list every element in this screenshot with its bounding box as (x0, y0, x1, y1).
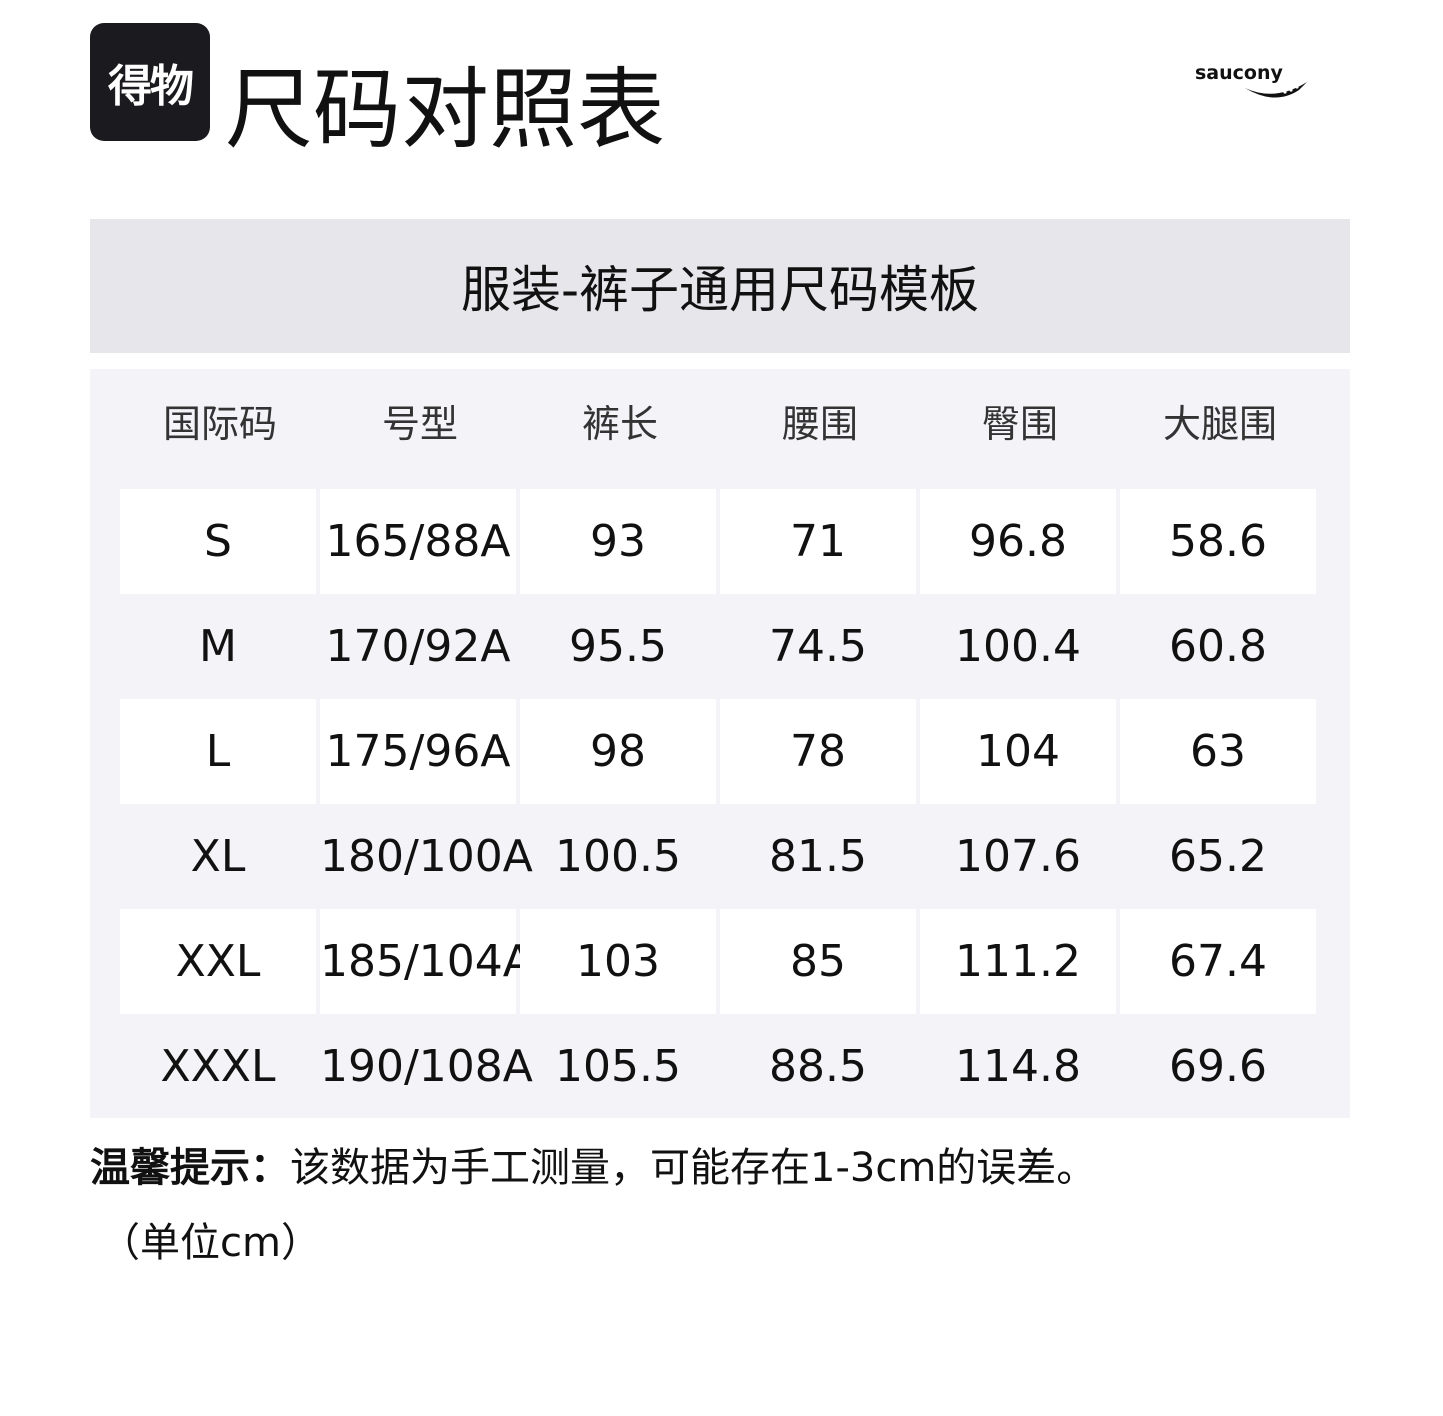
table-cell: 58.6 (1120, 489, 1316, 594)
table-cell: 104 (920, 699, 1116, 804)
table-cell: XL (190, 831, 246, 882)
table-cell: 98 (520, 699, 716, 804)
table-cell: 170/92A (325, 621, 511, 672)
brand-name: saucony (1195, 62, 1283, 84)
table-row: XXXL 190/108A 105.5 88.5 114.8 69.6 (120, 1014, 1320, 1119)
table-cell: 93 (520, 489, 716, 594)
table-cell: 65.2 (1169, 831, 1267, 882)
size-table: 国际码 号型 裤长 腰围 臀围 大腿围 S 165/88A 93 71 96.8 58.6… (90, 369, 1350, 1118)
table-cell: 180/100A (320, 831, 533, 882)
tip-note: 温馨提示：该数据为手工测量，可能存在1-3cm的误差。 (90, 1138, 1096, 1198)
tip-text: 该数据为手工测量，可能存在1-3cm的误差。 (290, 1145, 1097, 1191)
table-cell: XXXL (160, 1041, 276, 1092)
table-cell: 85 (720, 909, 916, 1014)
table-row: XXL 185/104A 103 85 111.2 67.4 (120, 909, 1320, 1014)
table-cell: L (120, 699, 316, 804)
unit-note: （单位cm） (100, 1220, 321, 1266)
header-cell: 腰围 (781, 402, 858, 446)
table-cell: 100.4 (955, 621, 1081, 672)
table-cell: 175/96A (320, 699, 516, 804)
table-cell: 105.5 (555, 1041, 681, 1092)
template-title: 服装-裤子通用尺码模板 (460, 261, 980, 319)
table-cell: 100.5 (555, 831, 681, 882)
table-cell: 60.8 (1169, 621, 1267, 672)
table-cell: 185/104A (320, 909, 533, 1014)
table-row: L 175/96A 98 78 104 63 (120, 699, 1320, 804)
table-row: XL 180/100A 100.5 81.5 107.6 65.2 (120, 804, 1320, 909)
header-cell: 国际码 (162, 402, 277, 446)
table-cell: 107.6 (955, 831, 1081, 882)
table-cell: 95.5 (569, 621, 667, 672)
template-title-band: 服装-裤子通用尺码模板 (90, 219, 1350, 353)
table-cell: 71 (720, 489, 916, 594)
table-cell: 96.8 (920, 489, 1116, 594)
header-cell: 大腿围 (1162, 402, 1277, 446)
table-cell: 69.6 (1169, 1041, 1267, 1092)
table-cell: 67.4 (1120, 909, 1316, 1014)
saucony-swoosh-icon (1245, 82, 1307, 98)
table-cell: S (120, 489, 316, 594)
tip-label: 温馨提示： (90, 1145, 290, 1191)
table-cell: 165/88A (320, 489, 516, 594)
table-row: S 165/88A 93 71 96.8 58.6 (120, 489, 1320, 594)
table-cell: 74.5 (769, 621, 867, 672)
table-cell: M (199, 621, 237, 672)
table-cell: 114.8 (955, 1041, 1081, 1092)
header-cell: 裤长 (581, 402, 658, 446)
table-cell: 63 (1120, 699, 1316, 804)
table-cell: 190/108A (320, 1041, 533, 1092)
saucony-logo: saucony (1195, 62, 1315, 102)
header-cell: 号型 (381, 402, 458, 446)
table-header-row: 国际码 号型 裤长 腰围 臀围 大腿围 (120, 369, 1320, 489)
page-title: 尺码对照表 (225, 58, 666, 161)
table-cell: 78 (720, 699, 916, 804)
table-row: M 170/92A 95.5 74.5 100.4 60.8 (120, 594, 1320, 699)
table-cell: 88.5 (769, 1041, 867, 1092)
header-cell: 臀围 (981, 402, 1058, 446)
table-cell: 111.2 (920, 909, 1116, 1014)
table-cell: XXL (120, 909, 316, 1014)
dewu-logo: 得物 (90, 23, 210, 141)
table-cell: 81.5 (769, 831, 867, 882)
table-cell: 103 (520, 909, 716, 1014)
logo-text: 得物 (108, 61, 194, 112)
